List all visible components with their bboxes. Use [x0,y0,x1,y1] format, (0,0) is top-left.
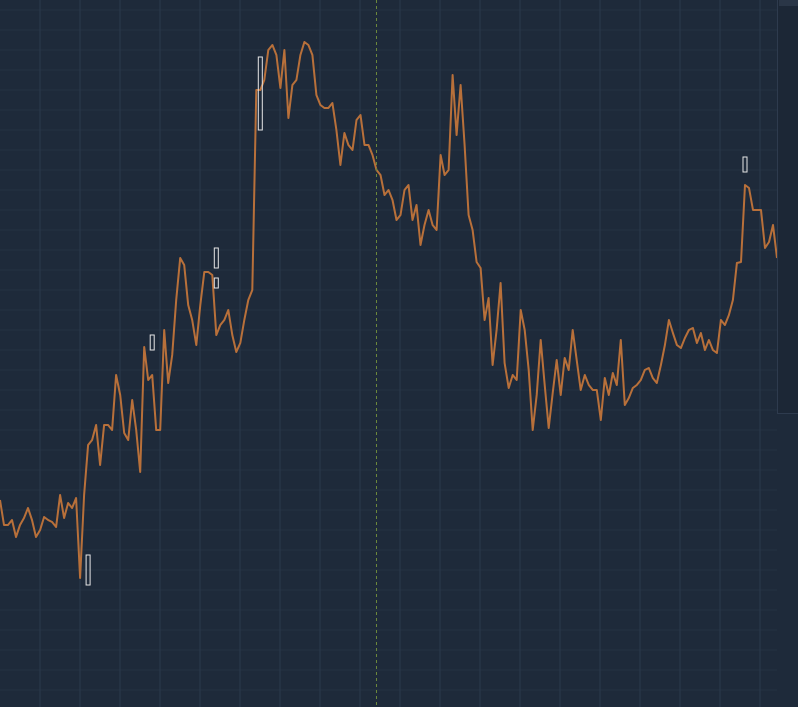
signal-marker-0[interactable] [85,554,91,586]
chart-markers [85,56,748,586]
signal-marker-4[interactable] [257,56,263,131]
chart-series-group [0,41,778,579]
side-scale-panel[interactable] [777,0,798,414]
signal-marker-5[interactable] [742,156,748,173]
series-line-0[interactable] [0,41,778,579]
signal-marker-1[interactable] [149,334,155,351]
signal-marker-2[interactable] [213,247,219,269]
chart-grid [0,0,777,707]
signal-marker-3[interactable] [213,277,219,289]
side-panel-handle[interactable] [779,0,798,6]
